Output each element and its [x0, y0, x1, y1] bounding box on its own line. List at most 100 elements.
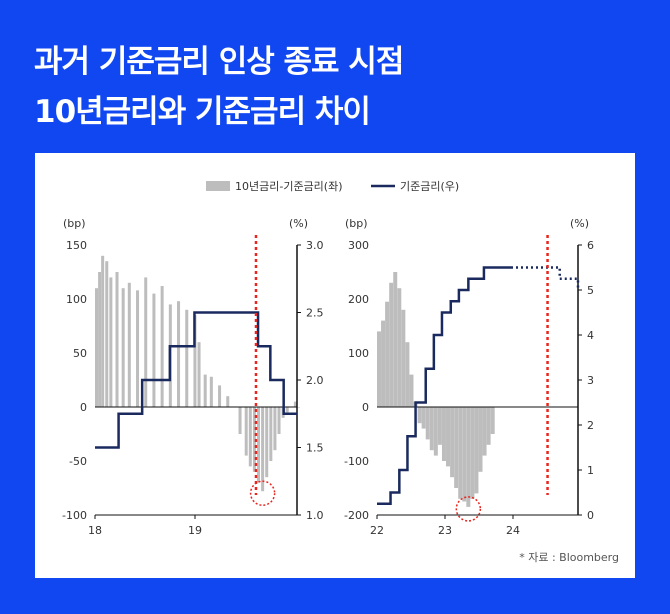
- spread-bar: [285, 407, 289, 413]
- spread-bar: [209, 376, 213, 407]
- left-tick-label: -50: [69, 455, 87, 468]
- left-tick-label: 200: [348, 293, 369, 306]
- spread-bar: [454, 407, 459, 488]
- spread-bar: [238, 407, 242, 434]
- spread-bar: [98, 272, 102, 407]
- spread-bar: [401, 309, 406, 407]
- right-axis-unit: (%): [289, 217, 308, 230]
- spread-bar: [297, 407, 301, 408]
- chart-svg: 10년금리-기준금리(좌) 기준금리(우) (bp) (%)150100500-5…: [62, 180, 594, 537]
- spread-bar: [101, 255, 105, 407]
- spread-bar: [185, 309, 189, 407]
- spread-bar: [244, 407, 248, 456]
- spread-bar: [248, 407, 252, 467]
- spread-bar: [462, 407, 467, 502]
- right-tick-label: 2.0: [306, 374, 324, 387]
- spread-bar: [466, 407, 471, 507]
- spread-bar: [482, 407, 487, 456]
- right-tick-label: 6: [587, 239, 594, 252]
- spread-bar: [277, 407, 281, 434]
- left-tick-label: -200: [344, 509, 369, 522]
- spread-bar: [397, 288, 402, 407]
- spread-bar: [417, 407, 422, 424]
- spread-bar: [265, 407, 269, 478]
- right-tick-label: 2: [587, 419, 594, 432]
- right-tick-label: 5: [587, 284, 594, 297]
- spread-bar: [441, 407, 446, 461]
- x-tick-label: 18: [88, 524, 102, 537]
- spread-bar: [252, 407, 256, 472]
- left-tick-label: 300: [348, 239, 369, 252]
- trough-circle: [249, 480, 276, 506]
- left-tick-label: -100: [344, 455, 369, 468]
- trough-circle: [455, 496, 482, 522]
- right-tick-label: 0: [587, 509, 594, 522]
- spread-bar: [433, 407, 438, 456]
- spread-bar: [458, 407, 463, 499]
- spread-bar: [470, 407, 475, 499]
- spread-bar: [218, 385, 222, 407]
- spread-bar: [203, 374, 207, 407]
- right-tick-label: 1.5: [306, 442, 324, 455]
- policy-rate-line: [377, 266, 511, 505]
- left-tick-label: 50: [73, 347, 87, 360]
- left-tick-label: 0: [80, 401, 87, 414]
- spread-bar: [490, 407, 495, 434]
- left-axis-unit: (bp): [63, 217, 86, 230]
- spread-bar: [160, 286, 164, 407]
- legend: 10년금리-기준금리(좌) 기준금리(우): [206, 180, 459, 193]
- chart-right: (bp) (%) 300 200 100 0 -100 -200 6 5 4 3 2 1 0 22 23 24: [344, 217, 594, 537]
- x-tick-label: 24: [506, 524, 520, 537]
- spread-bar: [446, 407, 451, 467]
- spread-bar: [257, 407, 261, 483]
- chart-left: (bp) (%) 150 100 50 0 -50 -100 3.0 2.5 2.0 1.5 1.0 18…: [62, 217, 323, 537]
- right-tick-label: 4: [587, 329, 594, 342]
- spread-bar: [486, 407, 491, 445]
- right-tick-label: 3.0: [306, 239, 324, 252]
- spread-bar: [474, 407, 479, 494]
- x-tick-label: 19: [188, 524, 202, 537]
- legend-line-label: 기준금리(우): [400, 180, 459, 193]
- spread-bar: [405, 342, 410, 407]
- spread-bar: [389, 282, 394, 407]
- title-line-2: 10년금리와 기준금리 차이: [34, 94, 371, 130]
- policy-rate-line: [95, 311, 297, 449]
- spread-bar: [381, 320, 386, 407]
- spread-bar: [293, 401, 297, 407]
- title-line-1: 과거 기준금리 인상 종료 시점: [34, 44, 404, 80]
- spread-bar: [121, 288, 125, 407]
- spread-bar: [393, 272, 398, 407]
- spread-bar: [226, 396, 230, 407]
- right-tick-label: 1: [587, 464, 594, 477]
- spread-bar: [95, 288, 99, 407]
- legend-bar-label: 10년금리-기준금리(좌): [235, 180, 343, 193]
- right-tick-label: 2.5: [306, 307, 324, 320]
- left-tick-label: 100: [66, 293, 87, 306]
- spread-bar: [115, 272, 119, 407]
- spread-bar: [269, 407, 273, 461]
- spread-bar: [437, 407, 442, 445]
- spread-bar: [385, 301, 390, 407]
- policy-rate-forecast-line: [511, 266, 580, 290]
- spread-bar: [136, 290, 140, 407]
- chart-panel: 10년금리-기준금리(좌) 기준금리(우) (bp) (%) 150 100 50 0 -5…: [35, 153, 635, 578]
- left-tick-label: -100: [62, 509, 87, 522]
- right-tick-label: 1.0: [306, 509, 324, 522]
- spread-bar: [421, 407, 426, 429]
- x-tick-label: 22: [370, 524, 384, 537]
- spread-bar: [193, 315, 197, 407]
- spread-bar: [177, 301, 181, 407]
- spread-bar: [105, 261, 109, 407]
- left-tick-label: 150: [66, 239, 87, 252]
- spread-bar: [425, 407, 430, 440]
- source-note: * 자료 : Bloomberg: [519, 551, 619, 564]
- left-tick-label: 0: [362, 401, 369, 414]
- spread-bar: [144, 277, 148, 407]
- spread-bar: [409, 374, 414, 407]
- spread-bar: [127, 282, 131, 407]
- spread-bar: [478, 407, 483, 472]
- spread-bar: [261, 407, 265, 492]
- spread-bar: [273, 407, 277, 451]
- spread-bar: [450, 407, 455, 478]
- x-tick-label: 23: [438, 524, 452, 537]
